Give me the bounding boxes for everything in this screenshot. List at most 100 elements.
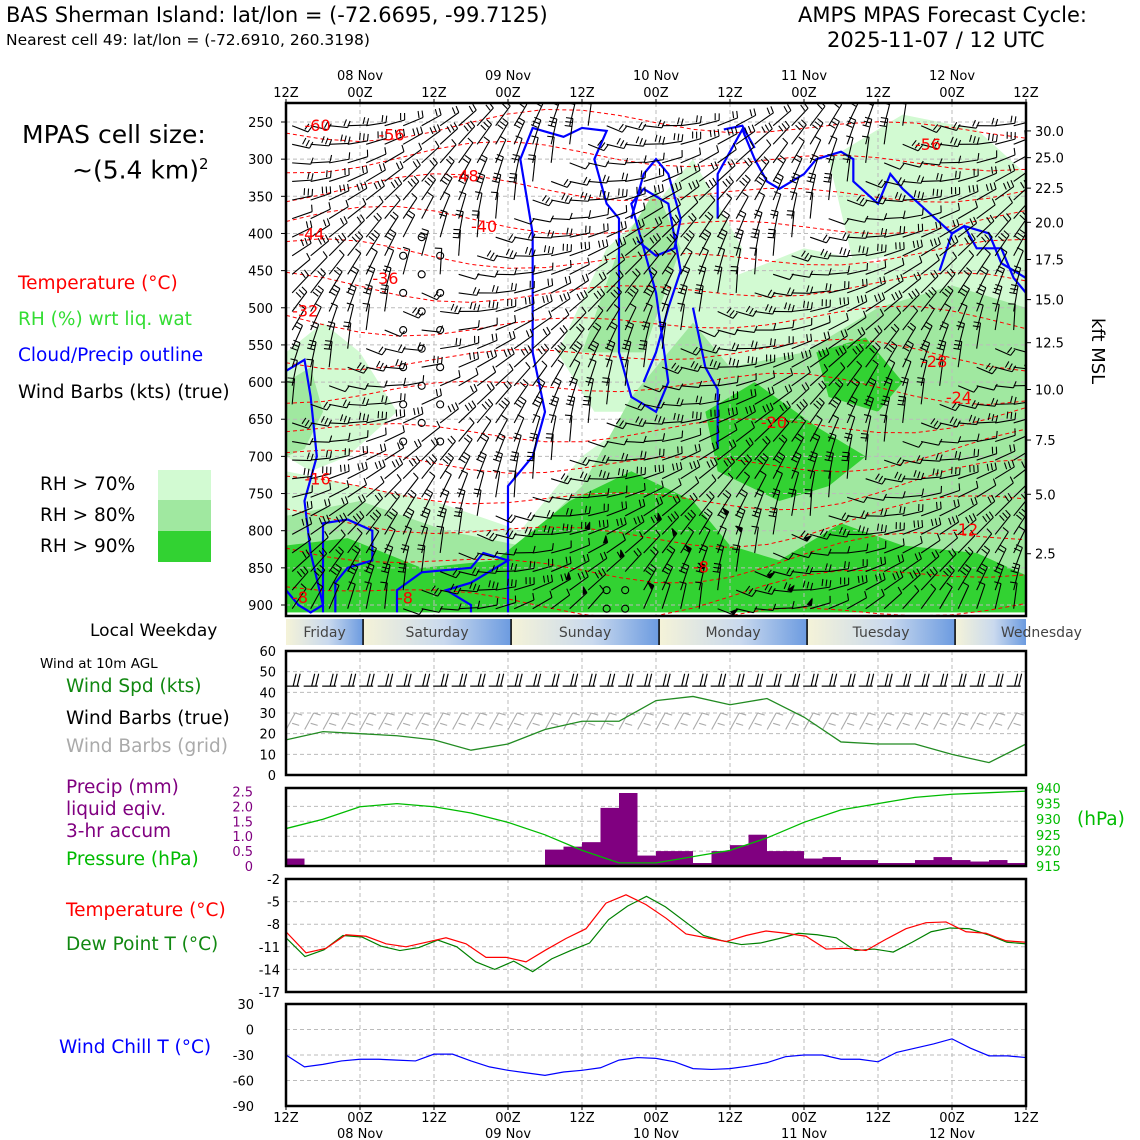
wind-barb	[495, 347, 515, 368]
wind-barb	[902, 139, 923, 152]
wind-barb	[939, 170, 961, 182]
wind-barb	[638, 340, 648, 368]
wind-barb	[492, 469, 501, 498]
wind-barb	[957, 184, 979, 201]
calm-wind-circle	[417, 418, 426, 427]
wind-barb	[347, 445, 369, 461]
wind-barb	[328, 563, 342, 591]
wind-barb	[939, 565, 955, 591]
cycle-label: 2025-11-07 / 12 UTC	[827, 28, 1045, 52]
wind-barb	[625, 450, 647, 461]
wind-barb	[680, 360, 702, 372]
wind-barb	[328, 199, 349, 220]
wind-barb	[513, 592, 535, 610]
wind-barb	[865, 508, 888, 517]
wind-barb	[532, 245, 555, 257]
wind-barb	[699, 359, 721, 370]
wind-barb-grid	[470, 712, 488, 730]
wind-barb	[458, 191, 467, 219]
wind-barb	[828, 329, 848, 350]
wind-barb	[550, 588, 571, 610]
precip-bar	[286, 858, 305, 866]
wind-barb	[754, 402, 774, 424]
wind-barb	[717, 507, 730, 535]
wind-barb	[717, 472, 734, 498]
wind-barb	[736, 340, 758, 350]
wind-barb	[606, 138, 628, 150]
wind-barb	[421, 140, 440, 164]
wind-barb	[680, 427, 702, 443]
wind-barb-true	[396, 673, 412, 687]
wind-barb	[436, 506, 447, 535]
wind-barb	[846, 310, 867, 331]
wind-barb	[698, 145, 720, 164]
kft-tick-label: 22.5	[1035, 182, 1064, 197]
wind-barb	[680, 147, 702, 164]
wind-barb	[828, 396, 842, 424]
temperature-contour-label: -8	[693, 557, 709, 576]
wind-barb	[751, 506, 762, 535]
wind-barb	[862, 116, 873, 145]
wind-barb	[698, 457, 718, 480]
wind-barb	[1008, 303, 1016, 331]
wind-barb	[714, 265, 723, 293]
wind-barb	[958, 448, 980, 461]
wind-barb	[606, 533, 626, 554]
wind-barb-true	[858, 673, 875, 687]
wind-barb	[883, 323, 900, 349]
wind-barb	[661, 446, 683, 461]
wind-panel-frame	[284, 649, 1028, 777]
wind-barb-true	[932, 673, 949, 687]
wind-barb	[310, 285, 324, 312]
wind-barb	[641, 321, 651, 349]
wind-barb	[328, 284, 341, 312]
pressure-tick: 920	[1036, 844, 1061, 859]
wind-barb	[606, 485, 628, 498]
wind-barb	[347, 214, 365, 238]
weekday-name: Friday	[303, 625, 345, 641]
wind-barb	[532, 310, 552, 331]
temperature-tick: -17	[259, 986, 280, 1001]
wind-barb	[474, 172, 486, 201]
wind-barb	[717, 357, 740, 368]
wind-barb	[365, 179, 385, 201]
model-title: AMPS MPAS Forecast Cycle:	[798, 3, 1087, 27]
precip-bar	[878, 863, 897, 866]
wind-barb-true	[895, 673, 912, 687]
wind-barb	[939, 285, 954, 312]
cloud-precip-outline	[286, 358, 325, 614]
legend-rh90: RH > 90%	[40, 536, 136, 557]
wind-barb	[310, 531, 329, 554]
wind-barb	[1012, 265, 1022, 294]
wind-barb	[587, 255, 608, 275]
wind-barb	[754, 323, 777, 331]
calm-wind-circle	[399, 363, 408, 372]
wind-speed-tick: 30	[259, 707, 276, 722]
wind-barb-grid	[970, 712, 987, 730]
wind-barb	[532, 377, 546, 405]
wind-barb	[421, 471, 436, 498]
bottom-date-label: 10 Nov	[633, 1127, 679, 1140]
wind-barb	[550, 359, 564, 387]
pressure-tick-label: 550	[248, 339, 273, 354]
wind-barb	[643, 464, 665, 480]
wind-barb	[698, 425, 720, 443]
wind-barb	[402, 175, 420, 201]
wind-barb	[1009, 284, 1019, 312]
temperature-contour-label: -8	[292, 588, 308, 607]
precip-tick: 1.5	[232, 815, 253, 830]
wind-barb-true	[914, 673, 930, 687]
wind-barb	[310, 170, 332, 182]
wind-barb	[733, 246, 742, 275]
wind-barb	[698, 211, 714, 238]
wind-barb	[865, 260, 887, 275]
wind-barb	[662, 412, 684, 424]
wind-barb-true	[821, 673, 838, 687]
wind-barb	[993, 562, 1005, 591]
wind-barb-true	[710, 673, 727, 687]
wind-barb	[828, 345, 847, 368]
wind-barb	[994, 230, 1010, 257]
wind-barb	[860, 433, 869, 461]
wind-barb	[1013, 348, 1026, 353]
wind-barb	[809, 234, 831, 244]
